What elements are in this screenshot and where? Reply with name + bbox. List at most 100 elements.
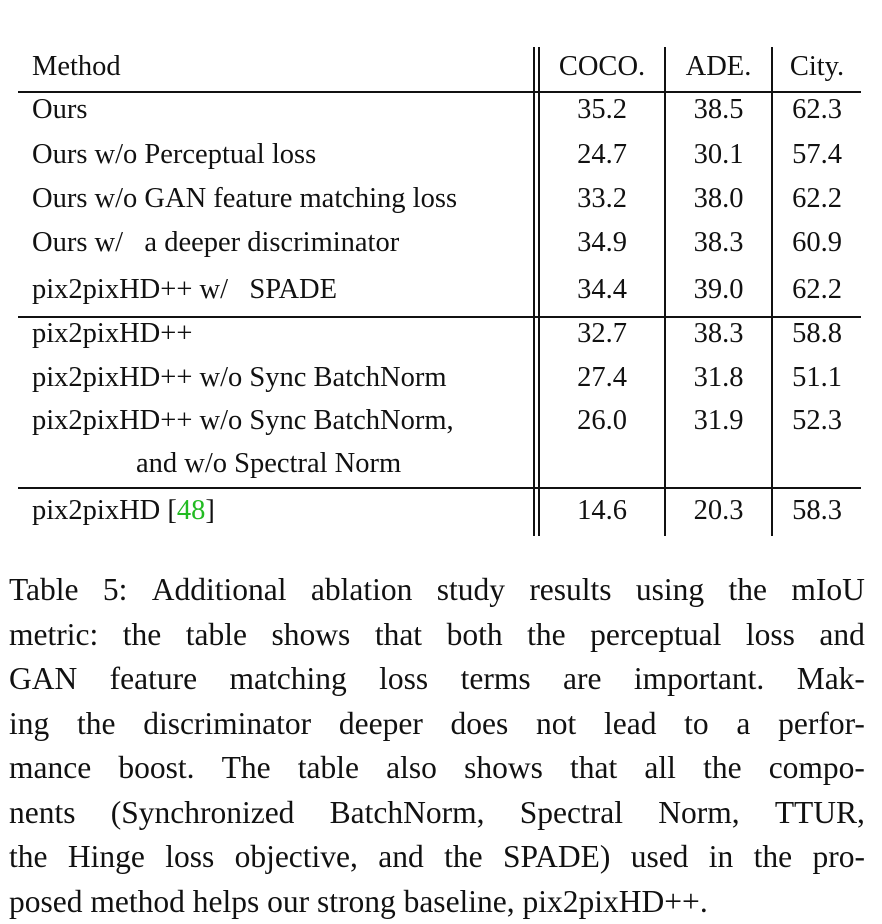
row-method: pix2pixHD++ w/o Sync BatchNorm,: [32, 405, 454, 436]
citation-link[interactable]: 48: [176, 495, 206, 526]
row-method-continuation: and w/o Spectral Norm: [136, 448, 402, 479]
caption-line: GAN feature matching loss terms are important.…: [9, 657, 865, 702]
caption-word: loss: [745, 616, 795, 652]
caption-word: the: [122, 616, 162, 652]
caption-word: using: [635, 572, 705, 607]
caption-line: metric: the table shows that both the perceptua…: [9, 613, 865, 658]
caption-word: pro-: [812, 839, 865, 874]
row-city: 62.2: [792, 183, 842, 214]
caption-word: ing: [9, 705, 50, 741]
row-city: 58.8: [792, 318, 842, 349]
column-rule-coco-ade: [664, 47, 666, 536]
caption-word: Hinge: [67, 839, 145, 874]
row-ade: 31.8: [693, 362, 744, 393]
caption-word: compo-: [768, 750, 865, 785]
method-text: pix2pixHD: [32, 495, 168, 526]
caption-word: Additional: [151, 572, 287, 607]
caption-word: the: [527, 616, 566, 652]
caption-word: to: [684, 705, 709, 741]
row-city: 62.3: [792, 94, 842, 125]
caption-word: study: [436, 572, 505, 607]
citation-open: [: [167, 495, 177, 526]
header-rule: [18, 91, 861, 93]
caption-word: loss: [379, 661, 429, 696]
caption-word: lead: [603, 705, 657, 741]
caption-word: mance: [9, 750, 92, 785]
row-method: Ours: [32, 94, 88, 125]
row-coco: 35.2: [577, 94, 627, 125]
caption-word: metric:: [9, 616, 99, 652]
caption-word: the: [703, 750, 742, 785]
caption-word: and: [819, 616, 865, 652]
caption-line: Table 5: Additional ablation study results usi…: [9, 568, 865, 613]
caption-word: used: [630, 839, 689, 874]
caption-word: shows: [464, 750, 543, 785]
caption-word: SPADE): [502, 839, 611, 874]
caption-word: terms: [460, 661, 531, 696]
caption-word: and: [378, 839, 424, 874]
caption-word: that: [374, 616, 423, 652]
row-ade: 38.0: [693, 183, 744, 214]
header-ade: ADE.: [685, 51, 752, 82]
table-caption: Table 5: Additional ablation study results usi…: [9, 568, 865, 924]
caption-word: BatchNorm,: [329, 794, 485, 830]
row-method: pix2pixHD++ w/ SPADE: [32, 274, 338, 305]
row-coco: 14.6: [577, 495, 627, 526]
row-ade: 20.3: [693, 495, 744, 526]
column-rule-double-a: [533, 47, 535, 536]
caption-word: the: [444, 839, 483, 874]
caption-word: also: [386, 750, 437, 785]
row-ade: 38.3: [693, 318, 744, 349]
row-coco: 27.4: [577, 362, 627, 393]
group-rule-1: [18, 316, 861, 318]
row-city: 60.9: [792, 227, 842, 258]
group-rule-2: [18, 487, 861, 489]
caption-word: boost.: [118, 750, 195, 785]
row-coco: 24.7: [577, 139, 627, 170]
row-coco: 32.7: [577, 318, 627, 349]
row-ade: 38.5: [693, 94, 744, 125]
caption-word: results: [529, 572, 612, 607]
row-ade: 31.9: [693, 405, 744, 436]
caption-line: posed method helps our strong baseline, …: [9, 883, 708, 919]
caption-line: nents (Synchronized BatchNorm, Spectral Norm…: [9, 791, 865, 836]
header-coco: COCO.: [558, 51, 646, 82]
column-rule-ade-city: [771, 47, 773, 536]
caption-word: perceptual: [590, 616, 722, 652]
caption-word: objective,: [234, 839, 358, 874]
caption-word: discriminator: [143, 705, 312, 741]
row-city: 62.2: [792, 274, 842, 305]
row-city: 51.1: [792, 362, 842, 393]
header-city: City.: [789, 51, 845, 82]
caption-word: matching: [229, 661, 347, 696]
caption-word: not: [536, 705, 577, 741]
caption-word: TTUR,: [774, 794, 865, 830]
caption-word: the: [9, 839, 48, 874]
caption-word: shows: [271, 616, 351, 652]
caption-word: The: [221, 750, 271, 785]
caption-word: perfor-: [778, 705, 865, 741]
caption-word: (Synchronized: [110, 794, 295, 830]
caption-word: GAN: [9, 661, 78, 696]
row-city: 52.3: [792, 405, 842, 436]
row-coco: 26.0: [577, 405, 627, 436]
caption-word: mIoU: [791, 572, 865, 607]
caption-word: all: [644, 750, 676, 785]
caption-word: the: [76, 705, 116, 741]
row-method: Ours w/o Perceptual loss: [32, 139, 317, 170]
header-method: Method: [32, 51, 121, 82]
row-ade: 38.3: [693, 227, 744, 258]
caption-word: Norm,: [658, 794, 740, 830]
row-method: pix2pixHD++: [32, 318, 193, 349]
caption-word: loss: [165, 839, 215, 874]
caption-word: ablation: [310, 572, 413, 607]
caption-word: Mak-: [796, 661, 865, 696]
row-method: Ours w/o GAN feature matching loss: [32, 183, 458, 214]
caption-word: Spectral: [519, 794, 623, 830]
caption-word: feature: [109, 661, 198, 696]
caption-word: does: [450, 705, 509, 741]
row-method: Ours w/ a deeper discriminator: [32, 227, 400, 258]
caption-word: the: [753, 839, 793, 874]
row-ade: 39.0: [693, 274, 744, 305]
